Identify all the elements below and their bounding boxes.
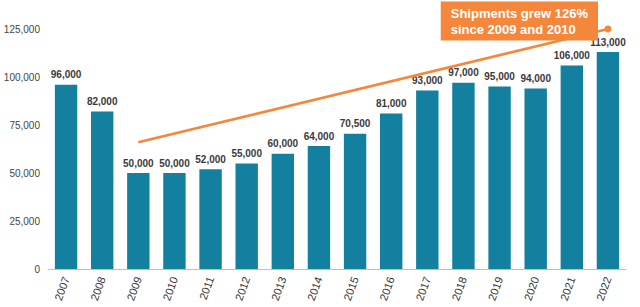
svg-text:2008: 2008 [88, 275, 108, 302]
svg-text:96,000: 96,000 [51, 69, 82, 80]
svg-text:50,000: 50,000 [9, 168, 40, 179]
svg-text:2012: 2012 [233, 275, 253, 302]
svg-text:2015: 2015 [341, 275, 361, 302]
svg-text:2018: 2018 [449, 275, 469, 302]
svg-text:0: 0 [34, 264, 40, 275]
svg-text:75,000: 75,000 [9, 120, 40, 131]
svg-text:113,000: 113,000 [590, 36, 626, 48]
svg-text:50,000: 50,000 [123, 158, 154, 169]
svg-text:2011: 2011 [197, 275, 216, 301]
svg-text:125,000: 125,000 [4, 24, 41, 35]
svg-text:since 2009 and 2010: since 2009 and 2010 [451, 22, 576, 37]
svg-text:126%: 126% [555, 6, 589, 21]
svg-text:60,000: 60,000 [268, 138, 299, 149]
svg-text:2007: 2007 [52, 275, 72, 302]
svg-text:2010: 2010 [160, 275, 180, 302]
svg-text:2020: 2020 [522, 275, 542, 302]
svg-text:82,000: 82,000 [87, 96, 118, 107]
svg-text:2021: 2021 [558, 275, 578, 302]
svg-text:81,000: 81,000 [376, 98, 407, 109]
svg-text:2013: 2013 [269, 275, 289, 302]
svg-text:97,000: 97,000 [448, 67, 479, 78]
svg-text:50,000: 50,000 [159, 158, 190, 169]
svg-text:95,000: 95,000 [484, 71, 515, 82]
svg-text:100,000: 100,000 [4, 72, 41, 83]
svg-text:64,000: 64,000 [304, 131, 335, 142]
svg-text:2009: 2009 [124, 275, 144, 302]
svg-text:2019: 2019 [486, 275, 506, 302]
svg-text:70,500: 70,500 [340, 118, 371, 129]
svg-text:2022: 2022 [594, 275, 614, 302]
svg-text:93,000: 93,000 [412, 75, 443, 86]
svg-text:2017: 2017 [413, 275, 433, 302]
svg-text:2016: 2016 [377, 275, 397, 302]
svg-text:2014: 2014 [305, 275, 325, 302]
svg-text:52,000: 52,000 [195, 154, 226, 165]
svg-text:94,000: 94,000 [520, 73, 551, 84]
svg-text:106,000: 106,000 [554, 50, 591, 61]
svg-text:Shipments grew: Shipments grew [451, 6, 555, 21]
svg-text:25,000: 25,000 [9, 216, 40, 227]
svg-text:55,000: 55,000 [231, 148, 262, 159]
